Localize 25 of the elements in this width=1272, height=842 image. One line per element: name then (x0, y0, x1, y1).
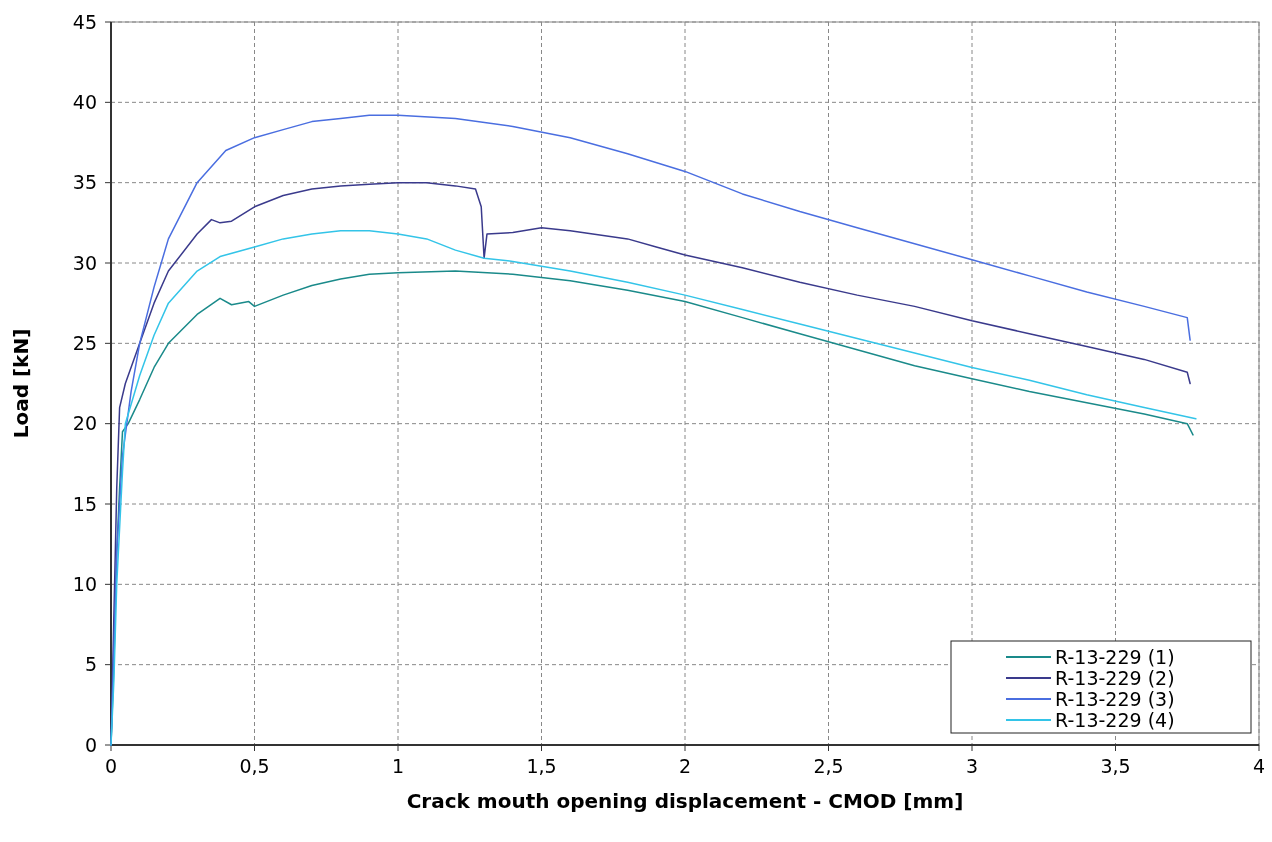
x-tick-label: 1 (391, 755, 405, 777)
y-tick-label: 35 (72, 171, 97, 194)
y-tick-label: 10 (72, 572, 97, 595)
x-tick-label: 4 (1252, 755, 1266, 777)
y-axis-title: Load [kN] (9, 328, 33, 439)
y-tick-label: 20 (72, 412, 97, 435)
legend-label: R-13-229 (2) (1055, 666, 1175, 689)
x-tick-label: 2 (678, 755, 692, 777)
x-tick-label: 1,5 (526, 755, 557, 777)
x-tick-label: 3 (965, 755, 979, 777)
y-tick-label: 0 (84, 733, 97, 756)
x-tick-label: 3,5 (1100, 755, 1131, 777)
y-tick-label: 40 (72, 90, 97, 113)
y-tick-label: 30 (72, 251, 97, 274)
legend-label: R-13-229 (1) (1055, 645, 1175, 668)
x-tick-label: 2,5 (813, 755, 844, 777)
y-tick-label: 25 (72, 331, 97, 354)
legend-label: R-13-229 (4) (1055, 708, 1175, 731)
x-tick-label: 0 (104, 755, 118, 777)
x-tick-label: 0,5 (239, 755, 270, 777)
x-axis-title: Crack mouth opening displacement - CMOD [mm] (406, 789, 964, 813)
y-tick-label: 15 (72, 492, 97, 515)
legend-label: R-13-229 (3) (1055, 687, 1175, 710)
y-tick-label: 5 (84, 653, 97, 676)
y-tick-label: 45 (72, 10, 97, 33)
